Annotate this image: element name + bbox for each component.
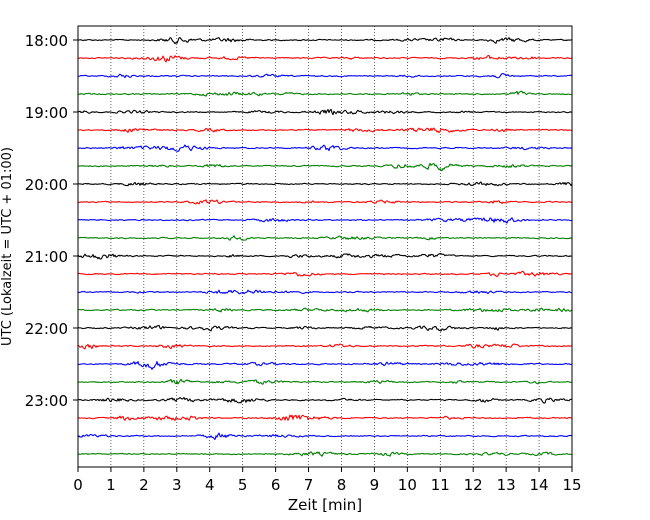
x-tick-label-5: 5 [238, 476, 248, 494]
y-tick-label-4: 22:00 [25, 320, 68, 338]
trace-2015 [77, 199, 573, 205]
x-tick-label-2: 2 [139, 476, 149, 494]
x-tick-label-14: 14 [530, 476, 549, 494]
trace-2245 [77, 378, 573, 385]
trace-2000 [77, 181, 573, 187]
y-tick-label-3: 21:00 [25, 248, 68, 266]
trace-2230 [77, 361, 573, 370]
trace-2030 [77, 217, 573, 224]
plot-frame [77, 25, 573, 468]
trace-2215 [77, 343, 573, 350]
x-tick-label-0: 0 [73, 476, 83, 494]
y-tick-label-0: 18:00 [25, 32, 68, 50]
y-axis-ticks: 18:00 19:00 20:00 21:00 22:00 23:00 [25, 32, 78, 410]
trace-1830 [77, 73, 573, 79]
trace-1945 [77, 162, 573, 172]
trace-1800 [77, 37, 573, 45]
x-tick-label-6: 6 [271, 476, 281, 494]
x-tick-label-1: 1 [106, 476, 116, 494]
trace-2345 [77, 451, 573, 457]
trace-1930 [77, 144, 573, 152]
y-tick-label-2: 20:00 [25, 176, 68, 194]
x-tick-label-10: 10 [398, 476, 417, 494]
trace-2045 [77, 235, 573, 241]
x-tick-label-12: 12 [464, 476, 483, 494]
trace-1845 [77, 90, 573, 97]
x-tick-label-8: 8 [337, 476, 347, 494]
trace-1915 [77, 127, 573, 134]
trace-2300 [77, 396, 573, 404]
x-tick-label-11: 11 [431, 476, 450, 494]
trace-2130 [77, 289, 573, 295]
y-tick-label-5: 23:00 [25, 392, 68, 410]
x-tick-label-3: 3 [172, 476, 182, 494]
x-tick-label-15: 15 [562, 476, 581, 494]
x-tick-label-9: 9 [370, 476, 380, 494]
trace-2315 [77, 414, 573, 421]
trace-2100 [77, 252, 573, 260]
trace-2115 [77, 270, 573, 278]
x-tick-label-13: 13 [497, 476, 516, 494]
trace-2330 [77, 432, 573, 440]
trace-1815 [77, 54, 573, 63]
x-tick-label-4: 4 [205, 476, 215, 494]
x-tick-label-7: 7 [304, 476, 314, 494]
trace-2200 [77, 324, 573, 332]
y-tick-label-1: 19:00 [25, 104, 68, 122]
trace-1900 [77, 108, 573, 116]
y-axis-label: UTC (Lokalzeit = UTC + 01:00) [0, 147, 15, 346]
x-axis-label: Zeit [min] [288, 496, 362, 514]
trace-2145 [77, 307, 573, 313]
seismic-traces [77, 37, 573, 457]
x-axis-ticks: 0 1 2 3 4 5 6 7 8 9 10 11 12 13 14 15 [73, 467, 582, 494]
